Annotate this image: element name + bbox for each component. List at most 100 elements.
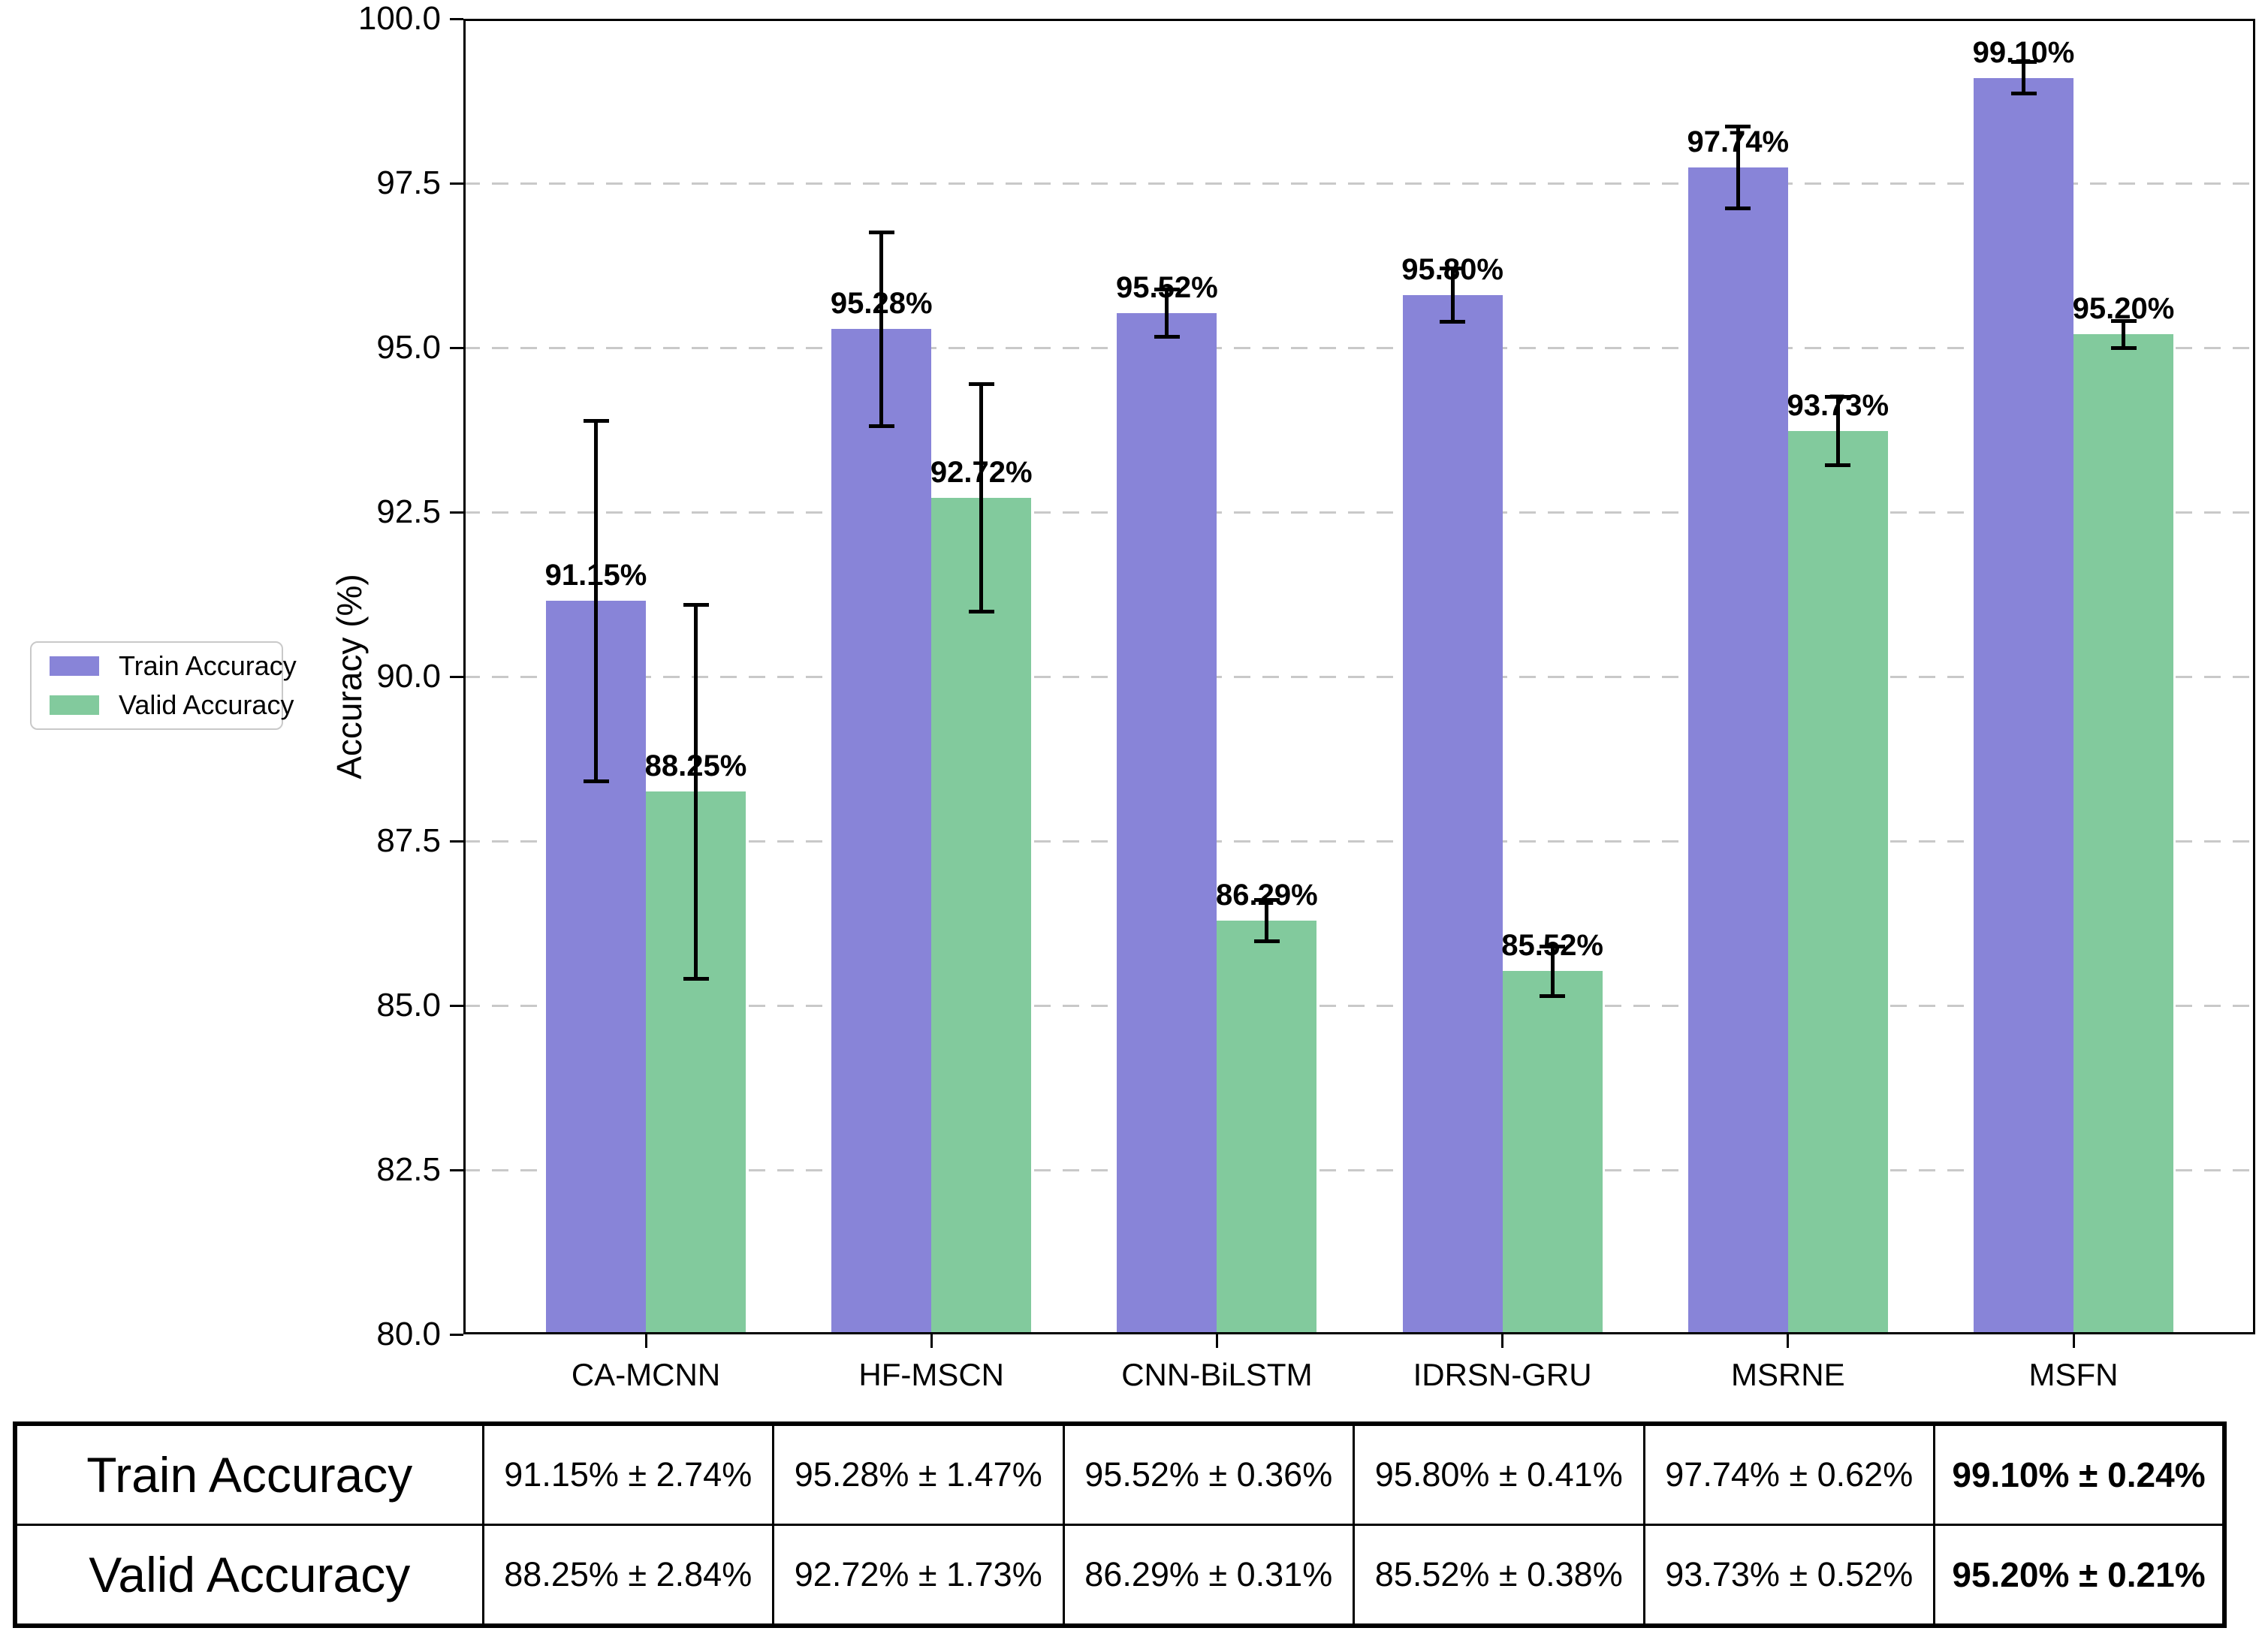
x-tick-mark	[1215, 1334, 1218, 1348]
error-bar-cap-top	[1440, 266, 1466, 270]
y-tick-label: 85.0	[376, 987, 441, 1024]
y-tick-label: 80.0	[376, 1316, 441, 1352]
x-tick-mark	[2072, 1334, 2075, 1348]
bar-value-label: 85.52%	[1501, 929, 1603, 963]
error-bar-cap-bottom	[583, 779, 609, 783]
y-tick-label: 82.5	[376, 1151, 441, 1188]
error-bar-cap-top	[1154, 288, 1180, 292]
bar-valid-HF-MSCN	[931, 497, 1032, 1334]
error-bar-cap-top	[1725, 125, 1751, 129]
legend-item-valid: Valid Accuracy	[50, 689, 294, 720]
bar-valid-MSFN	[2073, 334, 2173, 1334]
bar-value-label: 95.20%	[2072, 292, 2175, 326]
error-bar-cap-top	[1253, 898, 1280, 903]
y-tick-mark	[450, 346, 463, 349]
table-cell: 88.25% ± 2.84%	[481, 1524, 774, 1627]
table-row-header: Train Accuracy	[14, 1422, 484, 1526]
plot-area: 91.15% 88.25% 95.28% 92.72% 95.52% 86.29% 95.8…	[463, 19, 2255, 1334]
gridline	[463, 840, 2255, 843]
y-tick-mark	[450, 1004, 463, 1007]
bar-train-HF-MSCN	[831, 329, 932, 1334]
bar-value-label: 91.15%	[544, 559, 647, 592]
y-tick-label: 87.5	[376, 822, 441, 859]
error-bar-cap-top	[2010, 60, 2037, 65]
error-bar-cap-bottom	[1440, 320, 1466, 324]
bar-value-label: 88.25%	[644, 749, 747, 783]
legend-item-train: Train Accuracy	[50, 651, 297, 681]
error-bar-cap-bottom	[1154, 335, 1180, 339]
legend-label-valid: Valid Accuracy	[119, 689, 294, 720]
error-bar	[1450, 268, 1455, 322]
x-tick-label-MSFN: MSFN	[2028, 1357, 2119, 1392]
bar-value-label: 95.52%	[1116, 271, 1218, 305]
error-bar-cap-bottom	[1825, 463, 1851, 468]
legend: Train Accuracy Valid Accuracy	[30, 641, 297, 730]
error-bar	[694, 604, 698, 979]
x-tick-label-CNN-BiLSTM: CNN-BiLSTM	[1121, 1357, 1313, 1392]
table-cell: 93.73% ± 0.52%	[1642, 1524, 1935, 1627]
table-cell: 86.29% ± 0.31%	[1062, 1524, 1355, 1627]
gridline	[463, 511, 2255, 514]
bar-value-label: 95.80%	[1401, 252, 1503, 286]
error-bar-cap-top	[968, 381, 994, 386]
gridline	[463, 1004, 2255, 1007]
y-tick-mark	[450, 840, 463, 843]
table-cell: 95.28% ± 1.47%	[772, 1422, 1065, 1526]
error-bar-cap-bottom	[2010, 92, 2037, 96]
error-bar-cap-top	[683, 603, 709, 607]
x-tick-label-MSRNE: MSRNE	[1730, 1357, 1845, 1392]
error-bar	[2122, 321, 2125, 348]
y-tick-mark	[450, 17, 463, 20]
x-tick-mark	[1501, 1334, 1504, 1348]
table-row: Train Accuracy 91.15% ± 2.74% 95.28% ± 1.4…	[14, 1422, 2226, 1526]
bar-train-CNN-BiLSTM	[1117, 313, 1217, 1334]
error-bar-cap-bottom	[1725, 206, 1751, 210]
bar-train-IDRSN-GRU	[1402, 294, 1503, 1334]
x-tick-mark	[1787, 1334, 1790, 1348]
y-tick-label: 92.5	[376, 493, 441, 530]
x-tick-label-HF-MSCN: HF-MSCN	[858, 1357, 1004, 1392]
error-bar-cap-bottom	[868, 424, 894, 428]
error-bar-cap-top	[868, 231, 894, 235]
y-tick-mark	[450, 675, 463, 678]
stats-table: Train Accuracy 91.15% ± 2.74% 95.28% ± 1.4…	[13, 1421, 2227, 1628]
bar-train-MSFN	[1974, 77, 2073, 1334]
error-bar-cap-bottom	[683, 976, 709, 981]
y-tick-mark	[450, 511, 463, 514]
bar-value-label: 95.28%	[830, 287, 933, 321]
error-bar-cap-bottom	[1540, 994, 1566, 999]
bar-value-label: 86.29%	[1216, 878, 1318, 912]
bar-valid-CNN-BiLSTM	[1217, 920, 1317, 1334]
table-cell: 97.74% ± 0.62%	[1642, 1422, 1935, 1526]
bar-valid-IDRSN-GRU	[1502, 971, 1603, 1334]
y-tick-mark	[450, 182, 463, 185]
legend-label-train: Train Accuracy	[119, 650, 297, 682]
table-cell: 95.52% ± 0.36%	[1062, 1422, 1355, 1526]
bar-value-label: 92.72%	[930, 455, 1033, 489]
bar-value-label: 99.10%	[1972, 35, 2075, 69]
y-tick-mark	[450, 1333, 463, 1336]
y-tick-mark	[450, 1168, 463, 1171]
error-bar	[1835, 396, 1840, 466]
error-bar	[1550, 946, 1555, 996]
error-bar	[2022, 62, 2025, 94]
table-cell: 92.72% ± 1.73%	[772, 1524, 1065, 1627]
bar-train-MSRNE	[1687, 167, 1788, 1334]
bar-value-label: 97.74%	[1687, 125, 1790, 158]
x-tick-label-CA-MCNN: CA-MCNN	[571, 1357, 721, 1392]
gridline	[463, 675, 2255, 678]
y-tick-label: 90.0	[376, 658, 441, 695]
error-bar-cap-top	[1540, 944, 1566, 948]
error-bar-cap-top	[2110, 318, 2137, 323]
table-row-header: Valid Accuracy	[14, 1524, 484, 1627]
table-cell: 91.15% ± 2.74%	[481, 1422, 774, 1526]
error-bar-cap-bottom	[968, 609, 994, 614]
valid-accuracy-swatch	[50, 695, 99, 715]
error-bar-cap-top	[1825, 395, 1851, 399]
y-tick-label: 97.5	[376, 164, 441, 201]
error-bar	[1736, 126, 1740, 209]
table-row: Valid Accuracy 88.25% ± 2.84% 92.72% ± 1.7…	[14, 1524, 2226, 1627]
bar-value-label: 93.73%	[1787, 389, 1889, 423]
error-bar-cap-bottom	[1253, 939, 1280, 943]
